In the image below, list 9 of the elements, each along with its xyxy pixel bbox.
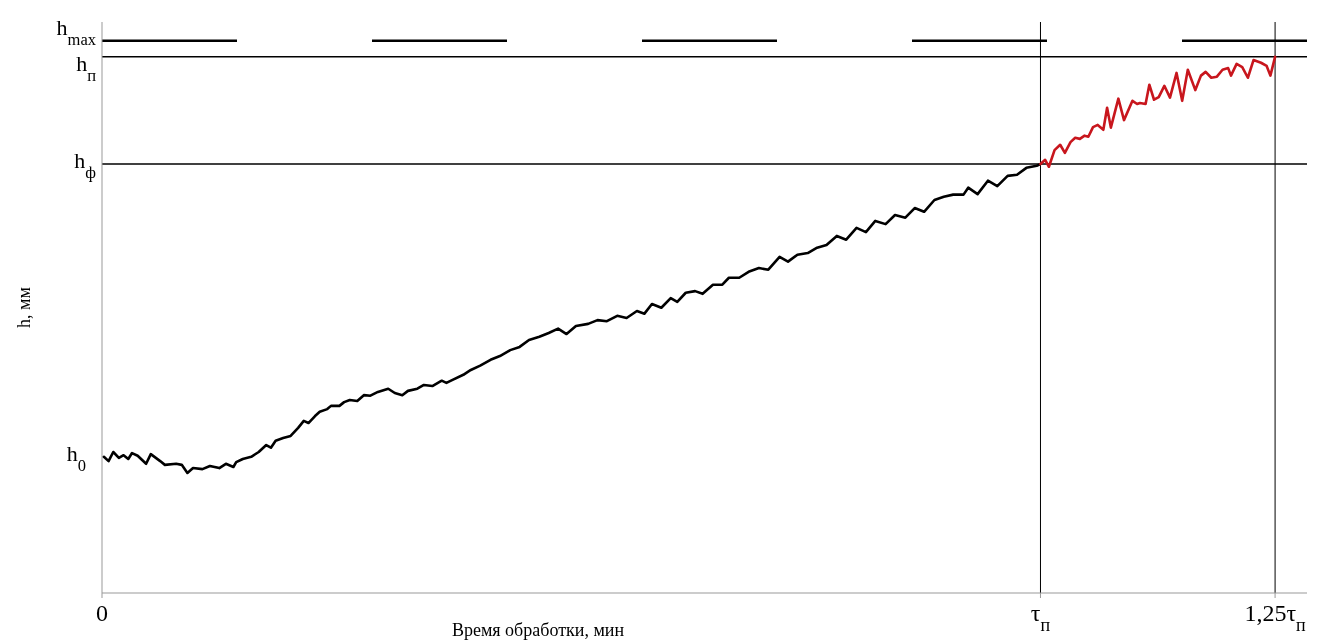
- x-tick-label: 0: [96, 600, 108, 626]
- x-axis-title: Время обработки, мин: [451, 620, 625, 640]
- y-axis-title: h, мм: [14, 287, 34, 328]
- x-tick-label: 1,25τ$_{п}$: [1244, 600, 1307, 635]
- ref-line-label: h$_{п}$: [76, 51, 97, 85]
- x-tick-label: τ$_{п}$: [1030, 600, 1051, 635]
- ref-line-label: h$_{ф}$: [74, 148, 97, 182]
- ref-line-label: h$_{max}$: [56, 15, 97, 49]
- annotation: h$_{0}$: [66, 441, 86, 475]
